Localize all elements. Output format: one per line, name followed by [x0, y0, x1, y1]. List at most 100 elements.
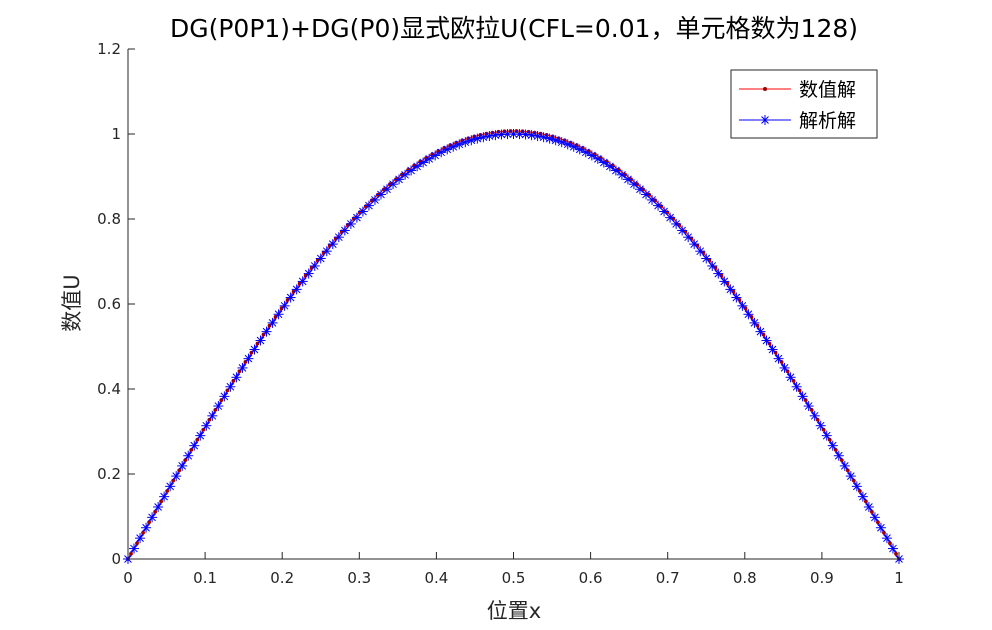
numerical-point: [863, 499, 868, 504]
analytical-point: [273, 309, 284, 320]
analytical-point: [339, 225, 350, 236]
analytical-point: [382, 184, 393, 195]
analytical-point: [779, 362, 790, 373]
numerical-point: [731, 289, 736, 294]
series-numerical-line: [127, 130, 900, 560]
analytical-point: [707, 260, 718, 271]
x-tick-label: 0.8: [733, 569, 757, 587]
legend-dot-marker: [763, 87, 767, 91]
numerical-point: [827, 437, 832, 442]
analytical-point: [460, 137, 471, 148]
numerical-point: [177, 468, 182, 473]
analytical-point: [821, 430, 832, 441]
analytical-point: [857, 491, 868, 502]
analytical-point: [749, 317, 760, 328]
analytical-point: [153, 501, 164, 512]
analytical-point: [141, 522, 152, 533]
analytical-point: [171, 471, 182, 482]
analytical-point: [544, 133, 555, 144]
analytical-point: [472, 133, 483, 144]
analytical-point: [881, 533, 892, 544]
x-ticks: 0 0.1 0.2 0.3 0.4 0.5 0.6 0.7 0.8 0.9 1: [123, 552, 904, 587]
analytical-point: [375, 189, 386, 200]
y-tick-label: 0.8: [97, 210, 121, 228]
analytical-point: [279, 300, 290, 311]
analytical-point: [219, 391, 230, 402]
analytical-point: [598, 157, 609, 168]
analytical-point: [622, 174, 633, 185]
analytical-point: [261, 326, 272, 337]
analytical-point: [634, 184, 645, 195]
chart-title: DG(P0P1)+DG(P0)显式欧拉U(CFL=0.01，单元格数为128): [170, 14, 858, 43]
numerical-point: [876, 520, 880, 525]
numerical-point: [189, 448, 194, 452]
numerical-point: [851, 478, 856, 483]
y-tick-label: 0.4: [97, 380, 121, 398]
numerical-point: [213, 407, 218, 412]
analytical-point: [725, 284, 736, 295]
numerical-point: [460, 138, 465, 143]
analytical-point: [406, 165, 417, 176]
analytical-point: [785, 372, 796, 383]
analytical-point: [869, 512, 880, 523]
numerical-point: [201, 427, 206, 432]
numerical-point: [466, 136, 471, 141]
analytical-point: [394, 174, 405, 185]
numerical-point: [821, 427, 826, 432]
x-tick-label: 0.5: [502, 569, 526, 587]
analytical-point: [436, 147, 447, 158]
analytical-point: [490, 130, 501, 141]
analytical-point: [671, 218, 682, 229]
numerical-point: [562, 138, 567, 143]
analytical-point: [863, 501, 874, 512]
x-tick-label: 0.1: [193, 569, 217, 587]
numerical-point: [207, 417, 212, 422]
analytical-point: [683, 232, 694, 243]
analytical-point: [538, 132, 549, 143]
x-tick-label: 0.2: [270, 569, 294, 587]
analytical-point: [321, 246, 332, 257]
numerical-point: [894, 551, 898, 556]
analytical-point: [677, 225, 688, 236]
analytical-point: [502, 129, 513, 140]
numerical-point: [171, 478, 176, 483]
numerical-point: [556, 136, 561, 141]
numerical-point: [725, 281, 730, 286]
analytical-point: [713, 268, 724, 279]
analytical-point: [165, 481, 176, 492]
analytical-point: [659, 206, 670, 217]
analytical-point: [388, 179, 399, 190]
analytical-point: [791, 381, 802, 392]
numerical-point: [291, 289, 296, 294]
plot-lines: [127, 130, 900, 560]
legend: 数值解 解析解: [730, 69, 878, 139]
y-tick-label: 0: [111, 550, 121, 568]
analytical-point: [466, 135, 477, 146]
numerical-point: [165, 489, 170, 493]
analytical-point: [731, 292, 742, 303]
numerical-point: [183, 458, 188, 463]
x-tick-label: 0.3: [347, 569, 371, 587]
analytical-point: [647, 194, 658, 205]
numerical-point: [857, 489, 862, 493]
legend-marker-analytical: [760, 115, 770, 125]
numerical-point: [297, 281, 302, 286]
y-axis-label: 数值U: [60, 274, 84, 331]
numerical-point: [809, 407, 814, 412]
numerical-point: [195, 437, 200, 442]
analytical-point: [201, 420, 212, 431]
analytical-point: [243, 353, 254, 364]
numerical-point: [153, 509, 158, 514]
analytical-point: [797, 391, 808, 402]
analytical-point: [129, 543, 140, 554]
analytical-point: [237, 362, 248, 373]
numerical-point: [159, 499, 164, 504]
analytical-point: [809, 410, 820, 421]
analytical-point: [400, 169, 411, 180]
numerical-point: [550, 134, 555, 139]
analytical-point: [207, 410, 218, 421]
analytical-point: [297, 276, 308, 287]
analytical-point: [695, 246, 706, 257]
analytical-point: [761, 335, 772, 346]
